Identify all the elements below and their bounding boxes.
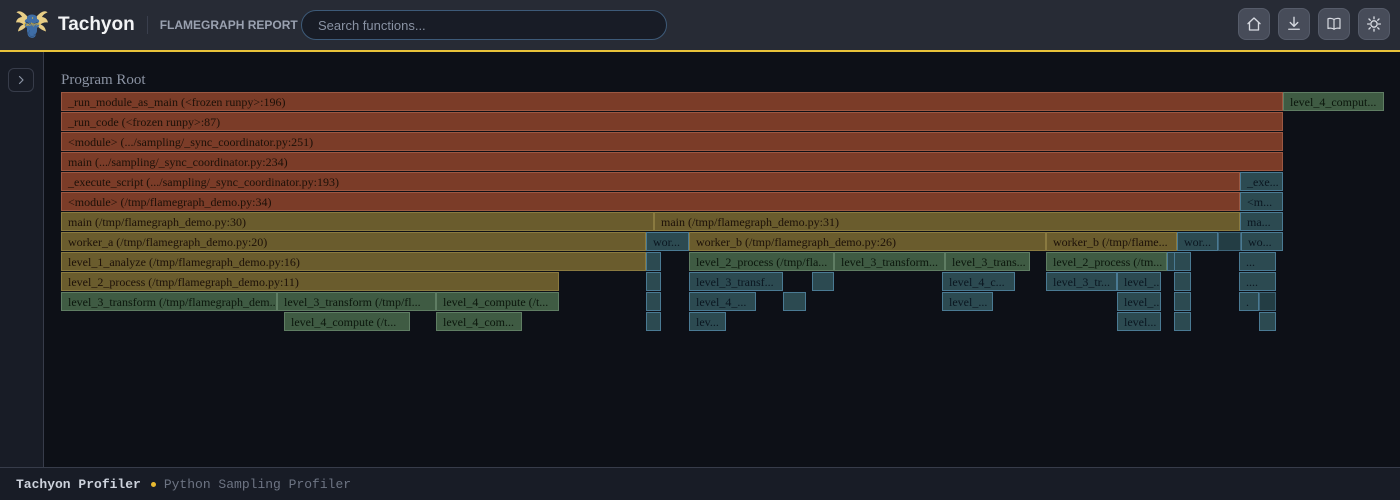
svg-text:Tachyon: Tachyon: [23, 21, 41, 27]
